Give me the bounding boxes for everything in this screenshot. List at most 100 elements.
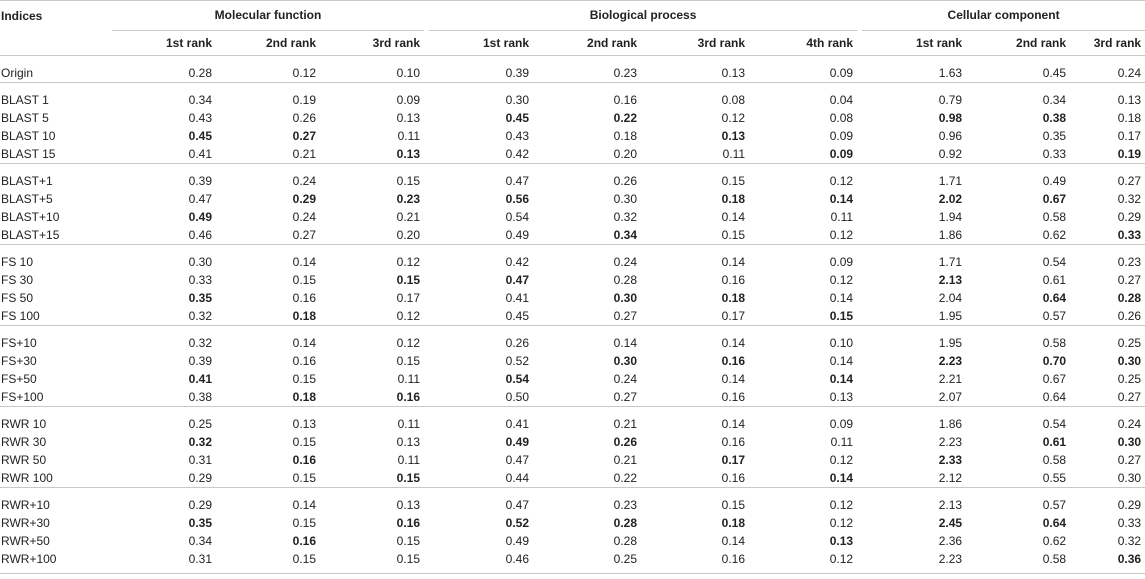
table-cell: 0.12 [829, 498, 854, 512]
table-cell: 0.12 [396, 309, 421, 323]
table-cell: 2.36 [938, 534, 963, 548]
table-cell: 0.32 [188, 336, 212, 350]
table-cell: 0.19 [1117, 147, 1142, 161]
group-header-cellular-component: Cellular component [862, 0, 1145, 31]
table-cell: 2.02 [938, 192, 963, 206]
table-cell: 0.30 [1117, 471, 1142, 485]
table-cell: 0.29 [188, 471, 212, 485]
table-cell: 0.15 [829, 309, 854, 323]
table-cell: 0.15 [721, 498, 746, 512]
table-cell: 0.32 [188, 435, 212, 449]
table-cell: 0.13 [292, 417, 316, 431]
row-group: Origin 0.28 0.12 0.10 0.39 0.23 0.13 0.09 1.63 0.… [0, 56, 1145, 83]
table-cell: 1.86 [938, 228, 963, 242]
row-label: FS+30 [1, 354, 37, 368]
table-row: RWR+30 0.35 0.15 0.16 0.52 0.28 0.18 0.12 2.45 0.… [0, 514, 1145, 532]
table-row: FS+100 0.38 0.18 0.16 0.50 0.27 0.16 0.13 2.07 0.… [0, 388, 1145, 407]
row-group: BLAST 1 0.34 0.19 0.09 0.30 0.16 0.08 0.04 0.79 0… [0, 82, 1145, 164]
table-cell: 0.21 [613, 453, 638, 467]
table-cell: 0.64 [1042, 390, 1067, 404]
table-row: BLAST 15 0.41 0.21 0.13 0.42 0.20 0.11 0.09 0.92… [0, 145, 1145, 164]
table-cell: 0.13 [829, 390, 854, 404]
row-group: FS+10 0.32 0.14 0.12 0.26 0.14 0.14 0.10 1.95 0.5… [0, 325, 1145, 407]
table-cell: 0.15 [721, 228, 746, 242]
table-cell: 0.21 [396, 210, 421, 224]
row-label: RWR 100 [1, 471, 53, 485]
table-cell: 0.16 [292, 291, 316, 305]
table-cell: 0.46 [505, 552, 530, 566]
table-cell: 0.49 [505, 435, 530, 449]
group-header-biological-process: Biological process [429, 0, 858, 31]
table-cell: 0.33 [1117, 228, 1142, 242]
row-label: RWR+10 [1, 498, 50, 512]
row-label: BLAST+15 [1, 228, 60, 242]
table-cell: 0.54 [505, 210, 530, 224]
table-cell: 2.45 [938, 516, 963, 530]
table-cell: 0.15 [292, 552, 316, 566]
table-cell: 0.70 [1042, 354, 1067, 368]
table-cell: 0.25 [188, 417, 212, 431]
table-cell: 0.29 [1117, 210, 1142, 224]
table-cell: 0.43 [505, 129, 530, 143]
table-cell: 2.23 [938, 354, 963, 368]
table-cell: 0.18 [292, 309, 316, 323]
table-cell: 0.16 [292, 354, 316, 368]
table-cell: 0.27 [1117, 273, 1142, 287]
table-cell: 0.52 [505, 354, 530, 368]
table-cell: 0.41 [188, 372, 212, 386]
table-cell: 0.18 [292, 390, 316, 404]
table-cell: 0.18 [721, 291, 746, 305]
table-cell: 0.09 [829, 417, 854, 431]
table-cell: 0.11 [722, 147, 746, 161]
table-row: FS 50 0.35 0.16 0.17 0.41 0.30 0.18 0.14 2.04 0.6… [0, 289, 1145, 307]
table-cell: 0.47 [188, 192, 212, 206]
table-cell: 1.95 [938, 336, 963, 350]
rank-header: 2nd rank [966, 30, 1071, 56]
table-cell: 0.15 [292, 471, 316, 485]
table-cell: 2.12 [938, 471, 963, 485]
table-cell: 0.58 [1042, 210, 1067, 224]
table-cell: 0.26 [505, 336, 530, 350]
table-cell: 0.10 [829, 336, 854, 350]
table-cell: 0.12 [292, 66, 316, 80]
table-cell: 0.14 [829, 354, 854, 368]
table-cell: 0.13 [396, 147, 421, 161]
table-cell: 0.27 [292, 129, 316, 143]
table-cell: 0.32 [613, 210, 638, 224]
table-cell: 0.41 [505, 291, 530, 305]
table-cell: 0.45 [188, 129, 212, 143]
table-cell: 0.13 [396, 498, 421, 512]
table-cell: 2.13 [938, 498, 963, 512]
row-label: RWR+100 [1, 552, 57, 566]
rank-header: 4th rank [749, 30, 858, 56]
table-cell: 0.24 [613, 372, 638, 386]
table-cell: 0.28 [613, 273, 638, 287]
table-cell: 0.27 [292, 228, 316, 242]
table-cell: 0.23 [613, 66, 638, 80]
table-cell: 0.24 [1117, 66, 1142, 80]
row-label: BLAST 10 [1, 129, 56, 143]
row-label: FS+10 [1, 336, 37, 350]
table-cell: 0.35 [188, 291, 212, 305]
table-cell: 0.14 [292, 336, 316, 350]
table-cell: 0.12 [829, 228, 854, 242]
table-cell: 0.16 [613, 93, 638, 107]
table-cell: 0.34 [613, 228, 638, 242]
table-cell: 0.46 [188, 228, 212, 242]
table-cell: 0.39 [188, 174, 212, 188]
table-cell: 2.07 [938, 390, 963, 404]
table-row: BLAST+10 0.49 0.24 0.21 0.54 0.32 0.14 0.11 1.94… [0, 208, 1145, 226]
table-cell: 0.19 [292, 93, 316, 107]
rank-header: 2nd rank [216, 30, 320, 56]
table-cell: 0.12 [721, 111, 746, 125]
table-cell: 0.27 [613, 309, 638, 323]
table-cell: 0.30 [1117, 354, 1142, 368]
table-cell: 0.45 [505, 309, 530, 323]
table-cell: 0.14 [829, 291, 854, 305]
row-label: RWR+30 [1, 516, 50, 530]
table-cell: 0.24 [292, 174, 316, 188]
table-cell: 0.11 [830, 210, 854, 224]
table-row: RWR 10 0.25 0.13 0.11 0.41 0.21 0.14 0.09 1.86 0.… [0, 415, 1145, 433]
rank-header: 1st rank [862, 30, 967, 56]
table-cell: 0.43 [188, 111, 212, 125]
